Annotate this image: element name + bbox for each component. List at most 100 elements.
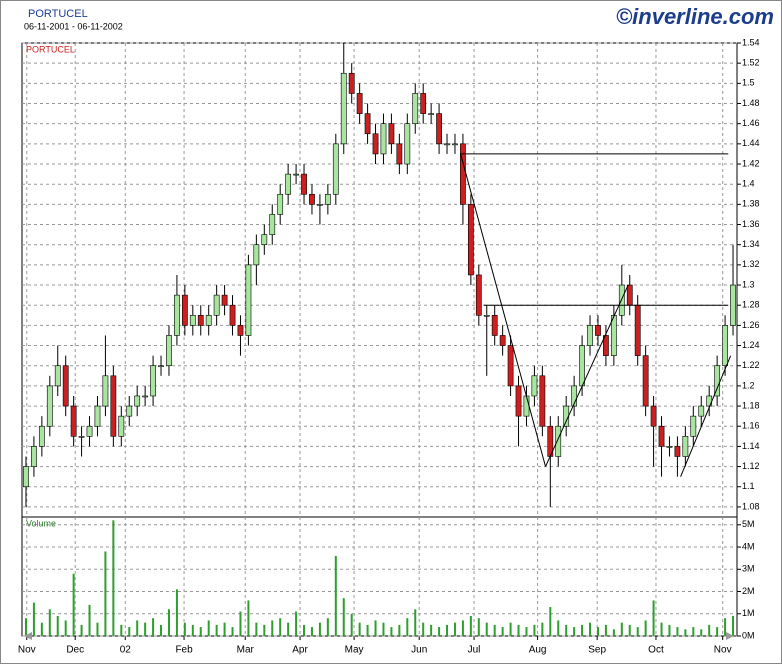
volume-bar xyxy=(398,624,401,636)
candle-body xyxy=(634,304,641,356)
trendline xyxy=(680,355,732,477)
y-tick-label: 3M xyxy=(742,564,755,574)
volume-bar xyxy=(541,622,544,636)
candle-body xyxy=(62,365,69,407)
scroll-right[interactable] xyxy=(726,632,734,640)
candle-body xyxy=(706,395,713,407)
candle-body xyxy=(340,72,347,145)
volume-bar xyxy=(596,627,599,636)
volume-bar xyxy=(112,520,115,636)
y-tick-label: 1.34 xyxy=(742,239,760,249)
trendline xyxy=(460,153,547,467)
candle-body xyxy=(475,274,482,316)
volume-bar xyxy=(80,624,83,636)
candle-body xyxy=(690,415,697,437)
candle-body xyxy=(682,436,689,457)
x-tick-label: Aug xyxy=(529,645,547,656)
volume-bar xyxy=(287,622,290,636)
candle-body xyxy=(332,143,339,195)
volume-bar xyxy=(708,624,711,636)
candle-body xyxy=(396,143,403,165)
volume-bar xyxy=(183,622,186,636)
volume-bar xyxy=(501,627,504,636)
y-tick-label: 1.26 xyxy=(742,320,760,330)
y-tick-label: 1.24 xyxy=(742,340,760,350)
volume-bar xyxy=(517,624,520,636)
volume-bar xyxy=(430,624,433,636)
y-tick-label: 1.44 xyxy=(742,138,760,148)
volume-bar xyxy=(239,611,242,636)
volume-bar xyxy=(422,622,425,636)
volume-bar xyxy=(469,615,472,636)
y-tick-label: 1.16 xyxy=(742,421,760,431)
y-tick-label: 1.32 xyxy=(742,259,760,269)
volume-bar xyxy=(485,622,488,636)
volume-bar xyxy=(128,627,131,636)
scroll-left[interactable] xyxy=(24,632,32,640)
y-tick-label: 1.42 xyxy=(742,158,760,168)
volume-bar xyxy=(612,629,615,636)
y-tick-label: 1.38 xyxy=(742,199,760,209)
candle-body xyxy=(285,173,292,195)
volume-bar xyxy=(724,618,727,636)
volume-bar xyxy=(382,622,385,636)
volume-bar xyxy=(668,624,671,636)
volume-bar xyxy=(374,620,377,636)
volume-bar xyxy=(199,627,202,636)
candle-body xyxy=(54,365,61,387)
volume-bar xyxy=(660,622,663,636)
volume-bar xyxy=(525,627,528,636)
candle-body xyxy=(404,123,411,165)
candle-body xyxy=(23,466,29,488)
candle-body xyxy=(269,214,276,235)
candle-body xyxy=(277,193,284,215)
candle-body xyxy=(420,93,427,114)
candle-body xyxy=(70,405,77,437)
volume-bar xyxy=(684,629,687,636)
volume-bar xyxy=(589,622,592,636)
candle-body xyxy=(150,365,156,397)
candle-body xyxy=(94,405,101,427)
y-tick-label: 1.54 xyxy=(742,37,760,47)
candle-body xyxy=(126,405,133,417)
volume-bar xyxy=(453,622,456,636)
volume-bar xyxy=(295,611,298,636)
volume-bar xyxy=(207,620,210,636)
volume-bar xyxy=(310,627,313,636)
volume-panel xyxy=(21,516,738,637)
x-tick-label: Jul xyxy=(468,645,481,656)
volume-bar xyxy=(303,624,306,636)
candle-body xyxy=(229,304,236,326)
y-tick-label: 1.52 xyxy=(742,58,760,68)
volume-bar xyxy=(716,627,719,636)
volume-bar xyxy=(160,624,163,636)
volume-bar xyxy=(732,615,735,636)
volume-bar xyxy=(461,620,464,636)
candle-body xyxy=(309,193,315,205)
volume-title: Volume xyxy=(26,518,56,528)
candle-body xyxy=(237,325,244,336)
y-tick-label: 5M xyxy=(742,519,755,529)
x-tick-label: 02 xyxy=(120,645,132,656)
volume-bar xyxy=(136,620,139,636)
y-tick-label: 1.48 xyxy=(742,98,760,108)
volume-bar xyxy=(533,624,536,636)
candle-body xyxy=(444,143,450,146)
y-tick-label: 4M xyxy=(742,541,755,551)
candle-body xyxy=(293,173,299,176)
volume-bar xyxy=(120,624,123,636)
x-tick-label: Feb xyxy=(175,645,193,656)
x-tick-label: May xyxy=(345,645,364,656)
volume-bar xyxy=(152,618,155,636)
volume-bar xyxy=(644,620,647,636)
candle-body xyxy=(261,234,268,246)
volume-bar xyxy=(223,622,226,636)
y-tick-label: 1.3 xyxy=(742,279,755,289)
candle-body xyxy=(650,405,657,427)
candle-body xyxy=(31,446,37,467)
volume-bar xyxy=(604,624,607,636)
y-tick-label: 1.46 xyxy=(742,118,760,128)
candle-body xyxy=(523,395,530,417)
candle-body xyxy=(166,335,172,367)
